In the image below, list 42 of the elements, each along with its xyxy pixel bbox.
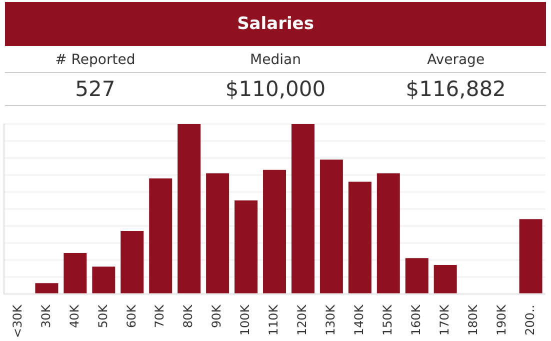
bar xyxy=(206,173,230,294)
bar xyxy=(234,200,258,294)
text: Average xyxy=(366,48,546,73)
text: # Reported xyxy=(5,48,186,73)
x-tick-label: 140K xyxy=(352,304,366,336)
bar xyxy=(434,264,457,294)
bar xyxy=(120,230,144,294)
x-tick-label: 180K xyxy=(466,304,480,336)
x-tick-label: 120K xyxy=(295,304,310,336)
x-tick-label: 50K xyxy=(96,304,110,328)
bar xyxy=(519,219,542,294)
bar xyxy=(92,266,116,294)
bar xyxy=(178,124,201,294)
bar xyxy=(263,170,286,294)
bar xyxy=(291,124,314,294)
bar xyxy=(405,258,428,294)
text: 527 xyxy=(5,73,186,106)
bar xyxy=(320,160,343,294)
text: $116,882 xyxy=(366,73,546,106)
x-tick-label: 60K xyxy=(124,304,138,328)
x-tick-label: 200.. xyxy=(522,304,537,336)
x-tick-label: 150K xyxy=(380,304,395,336)
bar xyxy=(348,182,372,294)
x-tick-label: 160K xyxy=(408,304,423,336)
x-tick-label: 130K xyxy=(324,304,338,336)
bar xyxy=(64,253,87,294)
text: $110,000 xyxy=(185,73,366,106)
x-tick-label: 40K xyxy=(67,304,82,328)
bar xyxy=(149,178,172,294)
x-tick-label: 70K xyxy=(152,304,167,328)
x-tick-label: 110K xyxy=(266,304,281,336)
bar xyxy=(35,283,58,294)
x-tick-label: 170K xyxy=(437,304,452,336)
x-tick-label: 30K xyxy=(38,304,53,328)
x-tick-label: 90K xyxy=(210,304,224,328)
x-tick-label: 80K xyxy=(181,304,196,328)
text: Median xyxy=(185,48,366,73)
chart-title: Salaries xyxy=(5,2,546,46)
bar xyxy=(376,173,400,294)
x-tick-label: 190K xyxy=(494,304,508,336)
x-tick-label: <30K xyxy=(10,304,24,338)
x-tick-label: 100K xyxy=(238,304,252,336)
